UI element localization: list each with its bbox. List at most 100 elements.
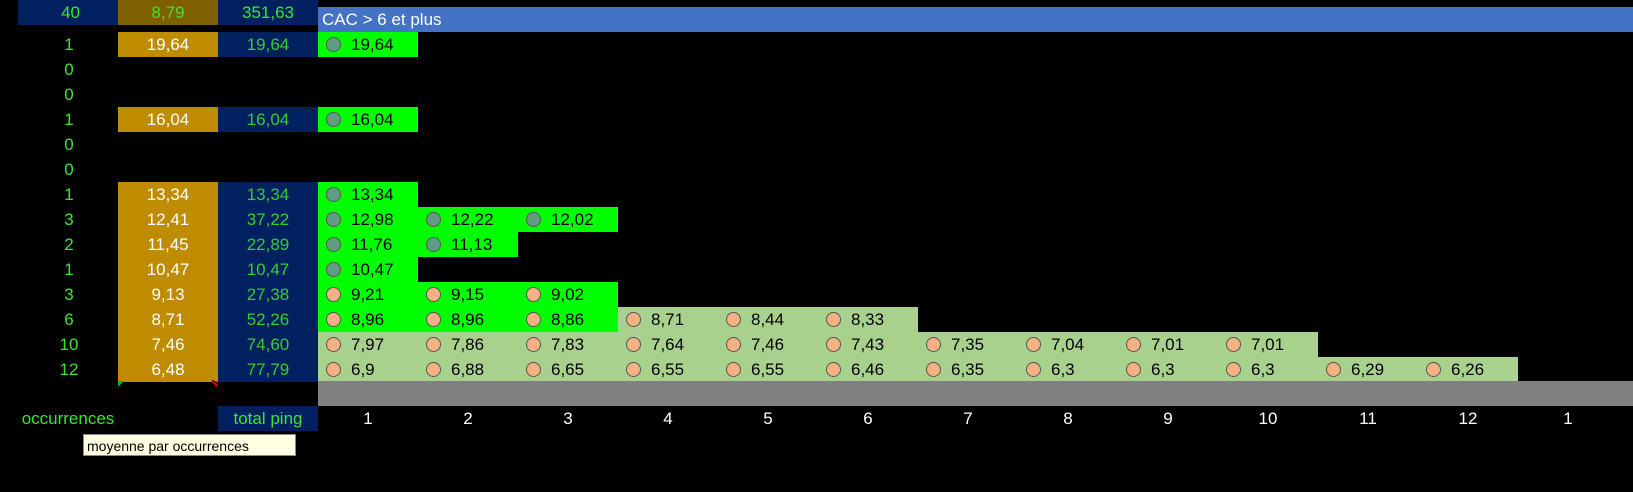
- row-average[interactable]: 19,64: [118, 32, 218, 57]
- column-number: 1: [1563, 409, 1573, 428]
- row-total[interactable]: 74,60: [218, 332, 318, 357]
- ping-cell[interactable]: 6,46: [818, 357, 918, 382]
- ping-cell[interactable]: 6,35: [918, 357, 1018, 382]
- ping-cell[interactable]: 6,29: [1318, 357, 1418, 382]
- total-occurrences[interactable]: 40: [18, 0, 118, 25]
- ping-cell[interactable]: 6,88: [418, 357, 518, 382]
- ping-cell[interactable]: 7,43: [818, 332, 918, 357]
- ping-cell[interactable]: 6,55: [618, 357, 718, 382]
- orange-circle-icon: [1126, 337, 1141, 352]
- row-average[interactable]: 9,13: [118, 282, 218, 307]
- ping-cell[interactable]: 8,33: [818, 307, 918, 332]
- ping-cell[interactable]: 7,04: [1018, 332, 1118, 357]
- ping-value: 7,04: [1051, 335, 1085, 354]
- row-occurrences[interactable]: 3: [64, 285, 74, 304]
- ping-cell[interactable]: 6,55: [718, 357, 818, 382]
- header-bar: CAC > 6 et plus: [318, 7, 1633, 32]
- ping-cell[interactable]: 7,64: [618, 332, 718, 357]
- row-occurrences[interactable]: 1: [64, 260, 74, 279]
- row-occurrences[interactable]: 1: [64, 35, 74, 54]
- ping-cell[interactable]: 16,04: [318, 107, 418, 132]
- row-occurrences[interactable]: 6: [64, 310, 74, 329]
- ping-value: 6,55: [651, 360, 685, 379]
- ping-value: 7,64: [651, 335, 685, 354]
- ping-cell[interactable]: 19,64: [318, 32, 418, 57]
- total-ping-sum[interactable]: 351,63: [218, 0, 318, 25]
- ping-value: 6,29: [1351, 360, 1385, 379]
- ping-cell[interactable]: 6,3: [1218, 357, 1318, 382]
- orange-circle-icon: [726, 362, 741, 377]
- column-number: 10: [1258, 409, 1278, 428]
- ping-cell[interactable]: 6,9: [318, 357, 418, 382]
- row-average[interactable]: 8,71: [118, 307, 218, 332]
- row-total[interactable]: 52,26: [218, 307, 318, 332]
- orange-circle-icon: [526, 362, 541, 377]
- ping-cell[interactable]: 12,22: [418, 207, 518, 232]
- ping-cell[interactable]: 8,96: [418, 307, 518, 332]
- ping-cell[interactable]: 12,02: [518, 207, 618, 232]
- ping-cell[interactable]: 11,13: [418, 232, 518, 257]
- ping-value: 8,33: [851, 310, 885, 329]
- column-number: 11: [1359, 409, 1377, 428]
- row-average[interactable]: 13,34: [118, 182, 218, 207]
- ping-cell[interactable]: 12,98: [318, 207, 418, 232]
- ping-value: 12,22: [451, 210, 494, 229]
- ping-cell[interactable]: 6,3: [1118, 357, 1218, 382]
- row-average[interactable]: 12,41: [118, 207, 218, 232]
- row-occurrences[interactable]: 1: [64, 185, 74, 204]
- row-occurrences[interactable]: 2: [64, 235, 74, 254]
- orange-circle-icon: [926, 337, 941, 352]
- orange-circle-icon: [1226, 362, 1241, 377]
- ping-cell[interactable]: 7,97: [318, 332, 418, 357]
- orange-circle-icon: [1026, 337, 1041, 352]
- ping-cell[interactable]: 8,96: [318, 307, 418, 332]
- ping-cell[interactable]: 9,21: [318, 282, 418, 307]
- row-occurrences[interactable]: 0: [64, 160, 74, 179]
- ping-value: 6,55: [751, 360, 785, 379]
- row-total[interactable]: 10,47: [218, 257, 318, 282]
- row-average[interactable]: 10,47: [118, 257, 218, 282]
- ping-cell[interactable]: 9,02: [518, 282, 618, 307]
- ping-value: 7,43: [851, 335, 885, 354]
- row-total[interactable]: 27,38: [218, 282, 318, 307]
- row-average[interactable]: 11,45: [118, 232, 218, 257]
- ping-cell[interactable]: 7,83: [518, 332, 618, 357]
- row-total[interactable]: 77,79: [218, 357, 318, 382]
- row-occurrences[interactable]: 3: [64, 210, 74, 229]
- ping-cell[interactable]: 6,3: [1018, 357, 1118, 382]
- ping-value: 12,98: [351, 210, 394, 229]
- row-total[interactable]: 13,34: [218, 182, 318, 207]
- ping-value: 8,44: [751, 310, 785, 329]
- row-occurrences[interactable]: 0: [64, 85, 74, 104]
- row-occurrences[interactable]: 0: [64, 135, 74, 154]
- row-total[interactable]: 16,04: [218, 107, 318, 132]
- ping-cell[interactable]: 8,44: [718, 307, 818, 332]
- row-average[interactable]: 6,48: [118, 357, 218, 382]
- row-total[interactable]: 19,64: [218, 32, 318, 57]
- row-occurrences[interactable]: 1: [64, 110, 74, 129]
- ping-cell[interactable]: 10,47: [318, 257, 418, 282]
- ping-cell[interactable]: 7,01: [1218, 332, 1318, 357]
- ping-value: 11,13: [451, 235, 493, 254]
- row-occurrences[interactable]: 12: [59, 360, 79, 379]
- orange-circle-icon: [826, 362, 841, 377]
- total-average[interactable]: 8,79: [118, 0, 218, 25]
- ping-cell[interactable]: 7,35: [918, 332, 1018, 357]
- ping-cell[interactable]: 13,34: [318, 182, 418, 207]
- row-total[interactable]: 22,89: [218, 232, 318, 257]
- orange-circle-icon: [826, 312, 841, 327]
- ping-cell[interactable]: 9,15: [418, 282, 518, 307]
- ping-cell[interactable]: 6,65: [518, 357, 618, 382]
- ping-cell[interactable]: 11,76: [318, 232, 418, 257]
- row-occurrences[interactable]: 0: [64, 60, 74, 79]
- ping-cell[interactable]: 8,86: [518, 307, 618, 332]
- row-occurrences[interactable]: 10: [59, 335, 79, 354]
- row-average[interactable]: 7,46: [118, 332, 218, 357]
- ping-cell[interactable]: 7,01: [1118, 332, 1218, 357]
- ping-cell[interactable]: 7,86: [418, 332, 518, 357]
- row-total[interactable]: 37,22: [218, 207, 318, 232]
- ping-cell[interactable]: 6,26: [1418, 357, 1518, 382]
- ping-cell[interactable]: 7,46: [718, 332, 818, 357]
- row-average[interactable]: 16,04: [118, 107, 218, 132]
- ping-cell[interactable]: 8,71: [618, 307, 718, 332]
